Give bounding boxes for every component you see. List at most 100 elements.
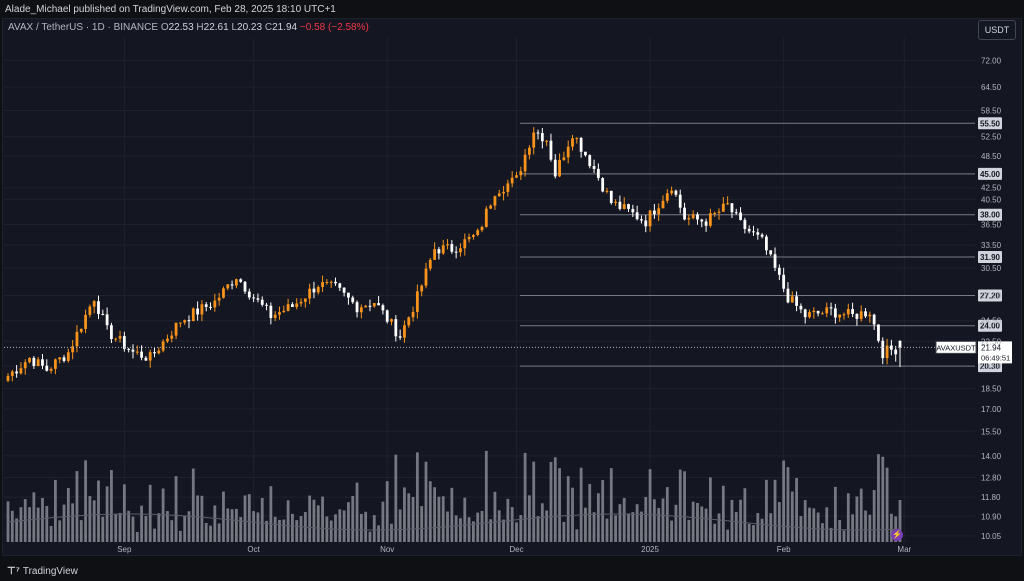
candle-body [838, 314, 842, 318]
volume-bar [312, 499, 316, 542]
volume-bar [390, 523, 393, 542]
candle-body [855, 313, 859, 319]
x-tick-label: Sep [117, 545, 132, 554]
volume-bar [329, 520, 333, 542]
open-label: O [160, 22, 169, 33]
candle-body [355, 302, 359, 313]
candle-body [135, 351, 139, 353]
candle-body [299, 301, 303, 304]
volume-bar [269, 486, 273, 542]
volume-bar [140, 505, 143, 542]
x-tick-label: Mar [897, 545, 911, 554]
candle-body [122, 336, 126, 349]
candle-body [278, 312, 281, 315]
candle-body [730, 203, 734, 213]
volume-bar [532, 461, 536, 542]
candle-body [329, 281, 333, 283]
volume-bar [838, 520, 842, 542]
y-tick-label: 24.50 [981, 317, 1002, 326]
horizontal-levels[interactable]: 55.50 45.00 38.00 31.90 27.20 24.00 20.30 [520, 117, 1002, 373]
currency-button[interactable]: USDT [978, 20, 1016, 40]
time-axis[interactable]: Sep Oct Nov Dec 2025 Feb Mar [117, 545, 911, 554]
volume-bar [640, 511, 643, 542]
candle-body [420, 285, 424, 292]
candlesticks [6, 127, 902, 383]
volume-bar [381, 501, 385, 542]
candle-body [454, 251, 458, 253]
y-tick-label: 64.50 [981, 83, 1002, 92]
candle-body [842, 314, 846, 316]
volume-bar [523, 452, 527, 542]
volume-bar [799, 516, 803, 542]
candle-body [713, 212, 717, 214]
volume-bar [687, 519, 691, 542]
candle-body [127, 348, 131, 350]
y-tick-label: 40.50 [981, 195, 1002, 204]
volume-bar [562, 521, 566, 542]
tradingview-brand[interactable]: ⊤⁷ TradingView [7, 566, 78, 577]
level-label: 45.00 [980, 170, 1001, 179]
volume-bar [377, 525, 380, 542]
volume-bar [709, 477, 712, 542]
lightning-icon[interactable]: ⚡ [891, 529, 903, 541]
level-label: 38.00 [980, 211, 1001, 220]
candle-body [618, 201, 622, 209]
volume-bar [58, 520, 62, 542]
candle-body [92, 301, 96, 307]
candle-body [450, 244, 454, 252]
volume-bar [118, 512, 122, 542]
volume-bar [540, 503, 544, 542]
candle-body [148, 352, 152, 361]
chart-frame[interactable] [2, 18, 1022, 556]
candle-body [670, 190, 674, 194]
candle-body [777, 267, 781, 275]
bar-countdown: 06:49:51 [981, 353, 1010, 362]
candle-body [877, 324, 880, 341]
candle-body [347, 292, 350, 298]
candle-body [372, 303, 376, 307]
candle-body [864, 311, 867, 317]
candle-body [209, 306, 212, 308]
y-tick-label: 12.80 [981, 474, 1002, 483]
candle-body [471, 235, 475, 237]
volume-bar [661, 498, 665, 542]
volume-bar [230, 509, 234, 542]
volume-bar [704, 508, 708, 542]
volume-bar [859, 488, 863, 542]
candle-body [446, 244, 449, 246]
candle-body [463, 239, 467, 249]
volume-bar [545, 510, 549, 542]
volume-bar [222, 491, 225, 542]
volume-bar [62, 504, 66, 542]
volume-bar [786, 467, 790, 542]
level-label-bg [978, 167, 1002, 180]
level-label: 55.50 [980, 119, 1001, 128]
volume-bar [75, 471, 79, 542]
volume-bar [575, 529, 579, 542]
volume-bar [795, 477, 798, 542]
candle-body [183, 320, 187, 323]
candle-body [295, 303, 299, 307]
volume-bar [437, 496, 441, 542]
y-tick-label: 10.05 [981, 532, 1002, 541]
candle-body [885, 345, 889, 359]
candle-body [243, 281, 247, 292]
volume-bar [596, 493, 600, 542]
volume-bar [32, 492, 36, 542]
volume-bar [721, 485, 725, 542]
volume-bar [881, 456, 885, 542]
candle-body [282, 310, 286, 313]
candle-body [635, 212, 639, 220]
last-price-value: 21.94 [981, 343, 1002, 352]
volume-bar [282, 519, 286, 542]
volume-bar [88, 496, 92, 542]
volume-bar [204, 523, 208, 542]
candle-body [596, 168, 600, 179]
candle-body [868, 314, 872, 317]
candle-body [592, 166, 596, 169]
price-axis[interactable]: 72.00 64.50 58.50 52.50 48.50 42.50 40.50 36.50… [981, 56, 1002, 541]
candle-body [644, 220, 648, 227]
candle-body [575, 137, 579, 139]
candle-body [88, 306, 92, 315]
